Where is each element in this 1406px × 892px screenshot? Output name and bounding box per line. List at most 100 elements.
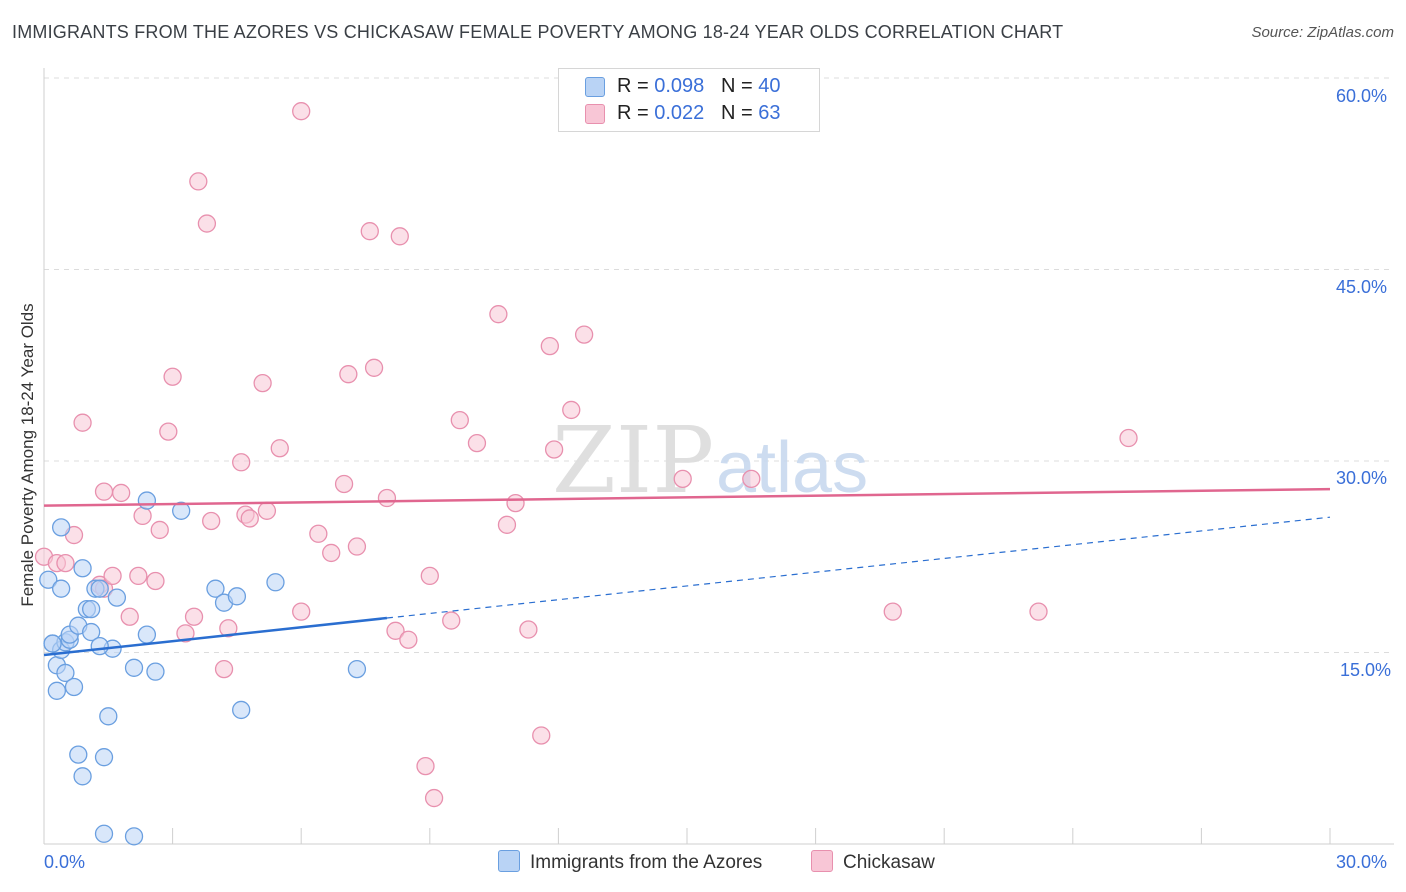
azores-point [73, 767, 92, 786]
azores-point [73, 559, 92, 578]
azores-point [82, 599, 101, 619]
azores-point [124, 658, 144, 677]
chickasaw-point [292, 602, 311, 621]
axes [43, 68, 1394, 845]
x-tick-max: 30.0% [1336, 852, 1388, 872]
chickasaw-points [34, 102, 1138, 808]
azores-point [51, 518, 71, 537]
chickasaw-point [377, 488, 397, 508]
chickasaw-point [519, 620, 538, 639]
correlation-legend: R = 0.098 N = 40 R = 0.022 N = 63 [558, 68, 820, 132]
chickasaw-point [497, 515, 517, 534]
chickasaw-point [232, 453, 251, 472]
chickasaw-point [360, 222, 379, 241]
chickasaw-point [424, 788, 444, 808]
chickasaw-point [467, 433, 487, 453]
chickasaw-point [386, 621, 405, 640]
chickasaw-point [94, 482, 114, 501]
chickasaw-point [364, 358, 384, 377]
chickasaw-point [532, 726, 551, 745]
chickasaw-point [334, 474, 354, 494]
azores-point [56, 663, 75, 683]
azores-r-value: 0.098 [654, 75, 705, 97]
chickasaw-point [673, 469, 692, 489]
y-tick-15: 15.0% [1340, 660, 1392, 680]
legend-item-azores: Immigrants from the Azores [498, 850, 762, 874]
chickasaw-point [202, 511, 221, 531]
y-axis-label: Female Poverty Among 18-24 Year Olds [18, 303, 37, 607]
chickasaw-legend-swatch [811, 850, 833, 872]
azores-point [232, 700, 251, 720]
chickasaw-point [1119, 428, 1138, 448]
azores-point [124, 827, 144, 846]
chickasaw-point [442, 611, 461, 630]
azores-point [206, 579, 225, 598]
chickasaw-point [189, 172, 208, 191]
legend-item-chickasaw: Chickasaw [811, 850, 935, 874]
azores-point [172, 501, 191, 520]
chickasaw-point [159, 422, 178, 441]
chickasaw-legend-label: Chickasaw [843, 852, 935, 873]
azores-point [47, 681, 67, 700]
chickasaw-n-value: 63 [758, 102, 781, 124]
azores-point [107, 588, 127, 607]
chickasaw-swatch [585, 104, 605, 124]
chickasaw-point [506, 493, 525, 513]
chart-title: IMMIGRANTS FROM THE AZORES VS CHICKASAW … [12, 22, 1064, 42]
azores-point [82, 622, 101, 642]
chickasaw-point [240, 509, 259, 528]
azores-trend-line [43, 616, 388, 657]
chickasaw-point [270, 439, 289, 458]
grid-lines [44, 77, 1394, 653]
chickasaw-point [73, 413, 92, 432]
azores-point [94, 824, 114, 843]
chickasaw-point [56, 553, 75, 573]
azores-point [39, 570, 58, 589]
chickasaw-point [163, 367, 182, 386]
azores-trend-extension [386, 516, 1331, 619]
chickasaw-point [540, 336, 559, 356]
chickasaw-point [197, 214, 217, 233]
azores-n-value: 40 [758, 75, 781, 97]
azores-point [94, 748, 114, 767]
chickasaw-point [103, 566, 122, 586]
chickasaw-point [742, 469, 761, 489]
chickasaw-point [489, 305, 508, 324]
chickasaw-point [176, 624, 195, 643]
azores-point [137, 625, 157, 644]
chickasaw-point [112, 483, 131, 503]
chickasaw-point [309, 524, 328, 543]
chickasaw-point [322, 543, 341, 563]
azores-point [90, 636, 109, 656]
azores-point [227, 587, 247, 606]
chickasaw-point [399, 630, 418, 649]
azores-swatch [585, 77, 605, 97]
chickasaw-point [257, 501, 277, 520]
chickasaw-point [150, 520, 169, 540]
chickasaw-point [420, 566, 439, 586]
chickasaw-point [544, 440, 564, 459]
azores-point [43, 634, 62, 653]
source-label: Source: ZipAtlas.com [1251, 24, 1394, 41]
azores-point [99, 707, 118, 726]
chickasaw-r-value: 0.022 [654, 102, 705, 124]
chickasaw-point [574, 325, 594, 344]
azores-point [64, 677, 84, 697]
chickasaw-trend-line [43, 487, 1331, 507]
azores-point [146, 662, 165, 681]
chickasaw-point [339, 365, 358, 384]
chickasaw-point [214, 659, 234, 679]
chickasaw-point [562, 400, 581, 420]
chickasaw-point [133, 506, 152, 526]
y-tick-45: 45.0% [1336, 277, 1388, 297]
chickasaw-point [450, 410, 469, 430]
chickasaw-point [292, 102, 311, 121]
chickasaw-point [347, 537, 367, 556]
chickasaw-point [1029, 602, 1048, 621]
chickasaw-point [120, 607, 139, 626]
azores-point [137, 491, 157, 510]
chickasaw-point [146, 571, 165, 591]
azores-point [51, 579, 71, 598]
chickasaw-point [416, 756, 435, 776]
